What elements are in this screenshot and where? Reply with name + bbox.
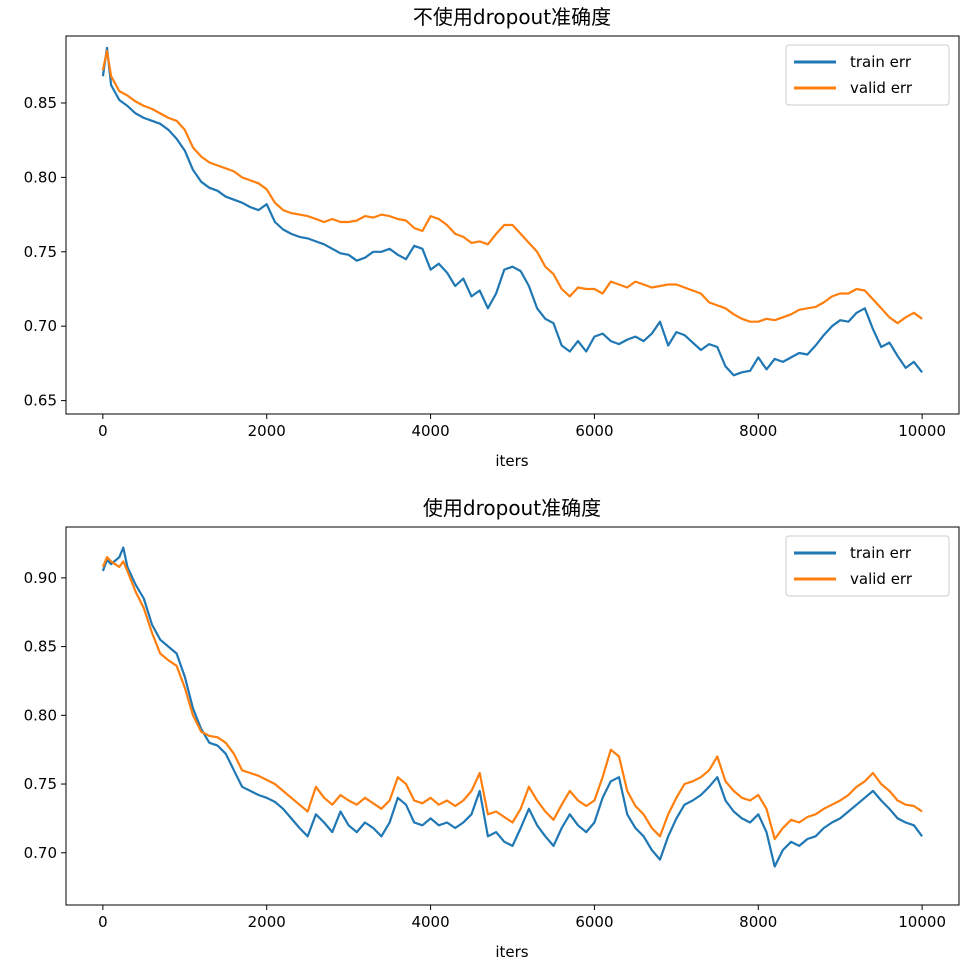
legend-label-train: train err [850,544,912,562]
y-tick-label: 0.85 [24,94,57,112]
x-tick-label: 10000 [898,422,946,440]
chart-with-dropout: 使用dropout准确度 0 2000 4000 6000 8000 100000.700… [24,496,960,961]
legend-box [785,44,950,106]
x-tick-label: 8000 [739,422,777,440]
x-axis-label: iters [495,943,528,961]
series-line-valid [101,556,923,841]
chart-no-dropout: 不使用dropout准确度 0 2000 4000 6000 8000 10000 0.65… [24,5,960,470]
y-tick-label: 0.80 [24,168,57,186]
series-line-train [101,46,923,377]
axes-frame [65,35,960,415]
x-tick-label: 6000 [575,913,613,931]
series-layer [101,46,923,377]
series-line-valid [101,49,923,325]
legend-label-valid: valid err [850,79,913,97]
axes-frame [65,526,960,906]
x-tick-label: 6000 [575,422,613,440]
y-tick-label: 0.85 [24,638,57,656]
chart-title: 不使用dropout准确度 [413,5,611,29]
series-line-train [101,546,923,868]
legend-label-valid: valid err [850,570,913,588]
x-tick-label: 0 [98,913,108,931]
chart-title: 使用dropout准确度 [423,496,601,520]
y-tick-label: 0.75 [24,775,57,793]
x-tick-label: 10000 [898,913,946,931]
y-tick-label: 0.70 [24,317,57,335]
legend-label-train: train err [850,53,912,71]
legend: train err valid err [785,44,950,106]
y-tick-label: 0.80 [24,706,57,724]
y-tick-label: 0.65 [24,392,57,410]
x-axis-label: iters [495,452,528,470]
series-layer [101,546,923,868]
legend-box [785,535,950,597]
ticks-layer: 0 2000 4000 6000 8000 10000 0.65 0.70 0.75 0.80 0.… [24,94,946,440]
x-tick-label: 0 [98,422,108,440]
x-tick-label: 2000 [248,913,286,931]
legend: train err valid err [785,535,950,597]
ticks-layer: 0 2000 4000 6000 8000 10000 0.70 0.75 0.80 0.85 0.… [24,569,946,931]
y-tick-label: 0.75 [24,243,57,261]
y-tick-label: 0.90 [24,569,57,587]
x-tick-label: 8000 [739,913,777,931]
y-tick-label: 0.70 [24,844,57,862]
x-tick-label: 4000 [411,422,449,440]
x-tick-label: 4000 [411,913,449,931]
x-tick-label: 2000 [248,422,286,440]
